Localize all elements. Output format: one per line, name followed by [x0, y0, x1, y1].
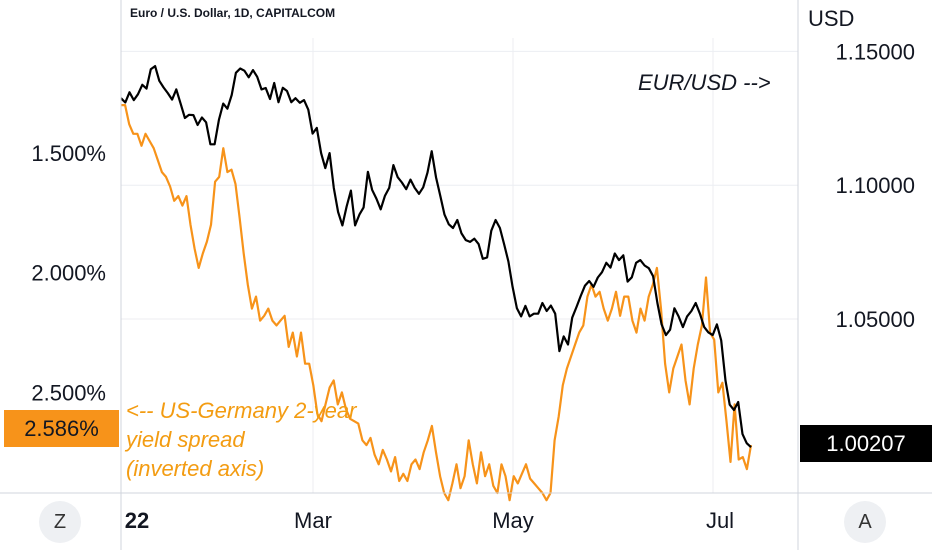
right-axis-tick-label: 1.15000 — [835, 39, 915, 64]
x-axis-tick-label: Mar — [294, 508, 332, 533]
x-axis-tick-label: May — [492, 508, 534, 533]
right-axis-tick-label: 1.10000 — [835, 173, 915, 198]
series-layer — [120, 64, 753, 502]
spread-last-value-badge: 2.586% — [4, 410, 119, 447]
right-axis-tick-label: 1.05000 — [835, 307, 915, 332]
spread-annotation-line-3: (inverted axis) — [126, 456, 265, 481]
left-axis-tick-label: 2.500% — [31, 380, 106, 405]
x-axis-tick-label: Jul — [706, 508, 734, 533]
auto-scale-button[interactable]: A — [844, 501, 886, 543]
eurusd-last-value-badge: 1.00207 — [800, 425, 932, 462]
zoom-button[interactable]: Z — [39, 501, 81, 543]
left-axis-tick-label: 2.000% — [31, 261, 106, 286]
spread-annotation-line-2: yield spread — [126, 427, 245, 452]
eur-usd-annotation: EUR/USD --> — [638, 70, 771, 95]
gridlines — [121, 38, 798, 493]
eurusd-series-line — [120, 64, 752, 449]
x-axis-tick-label: 22 — [125, 508, 149, 533]
right-axis-unit: USD — [808, 6, 855, 31]
chart-title: Euro / U.S. Dollar, 1D, CAPITALCOM — [130, 6, 336, 20]
yield-spread-series-line — [121, 103, 753, 502]
left-axis-tick-label: 1.500% — [31, 141, 106, 166]
spread-annotation-line-1: <-- US-Germany 2-year — [126, 398, 357, 423]
spread-annotation: <-- US-Germany 2-year yield spread (inve… — [126, 396, 356, 483]
